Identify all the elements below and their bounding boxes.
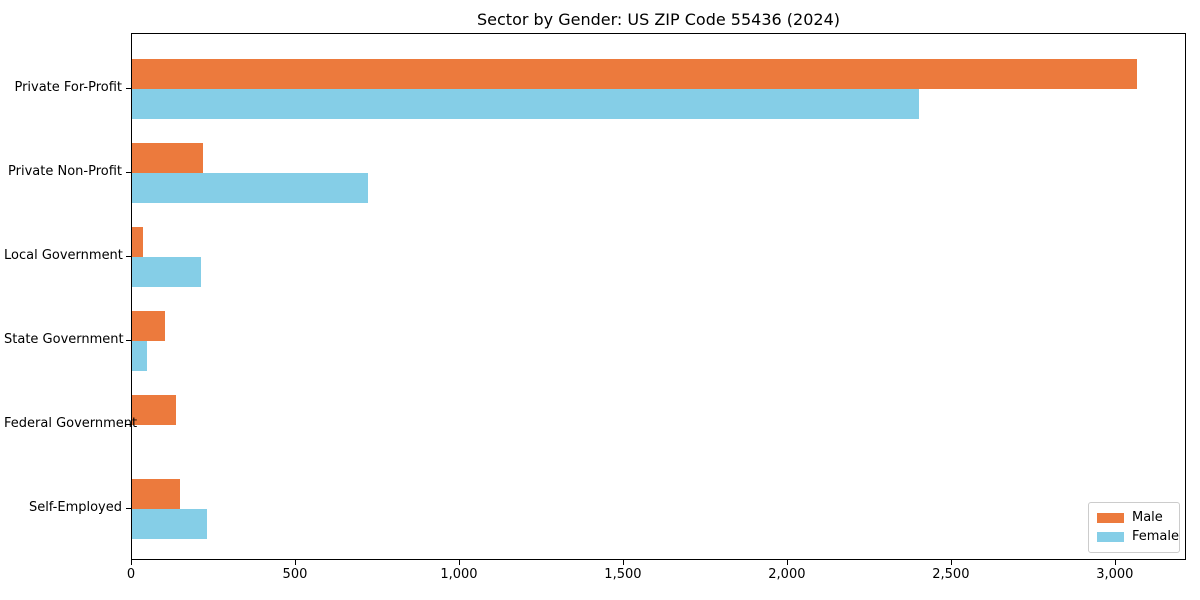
xtick-mark [131, 560, 132, 565]
ytick-mark [126, 424, 131, 425]
legend-label: Male [1132, 510, 1163, 525]
bar-male-4 [132, 311, 165, 341]
bar-female-3 [132, 257, 201, 287]
legend-swatch-male [1097, 512, 1124, 523]
xtick-label: 2,000 [768, 567, 806, 582]
ytick-mark [126, 172, 131, 173]
xtick-mark [1114, 560, 1116, 565]
ytick-mark [126, 88, 131, 89]
xtick-label: 0 [126, 567, 136, 582]
ytick-label: Federal Government [4, 416, 138, 431]
bar-male-6 [132, 479, 180, 509]
xtick-mark [294, 560, 296, 565]
ytick-label: Private Non-Profit [8, 164, 122, 179]
xtick-mark [458, 560, 460, 565]
ytick-mark [126, 340, 131, 341]
bar-male-3 [132, 227, 143, 257]
bar-female-1 [132, 89, 919, 119]
ytick-label: Self-Employed [28, 500, 122, 515]
xtick-label: 500 [282, 567, 308, 582]
plot-area: Male Female [131, 33, 1186, 560]
bar-male-1 [132, 59, 1137, 89]
ytick-label: Local Government [4, 248, 123, 263]
legend-entry-female: Female [1097, 527, 1179, 546]
xtick-mark [950, 560, 952, 565]
bar-female-4 [132, 341, 147, 371]
bar-male-5 [132, 395, 176, 425]
ytick-mark [126, 256, 131, 257]
xtick-label: 1,500 [604, 567, 642, 582]
xtick-mark [786, 560, 788, 565]
legend-swatch-female [1097, 531, 1124, 542]
ytick-mark [126, 508, 131, 509]
xtick-mark [622, 560, 624, 565]
legend-label: Female [1132, 529, 1180, 544]
legend-entry-male: Male [1097, 508, 1171, 527]
bar-female-6 [132, 509, 207, 539]
ytick-label: Private For-Profit [14, 80, 122, 95]
xtick-label: 1,000 [440, 567, 478, 582]
chart-title: Sector by Gender: US ZIP Code 55436 (202… [477, 10, 840, 29]
bar-male-2 [132, 143, 203, 173]
ytick-label: State Government [4, 332, 124, 347]
legend: Male Female [1088, 502, 1180, 553]
bar-female-2 [132, 173, 368, 203]
xtick-label: 3,000 [1096, 567, 1134, 582]
xtick-label: 2,500 [932, 567, 970, 582]
